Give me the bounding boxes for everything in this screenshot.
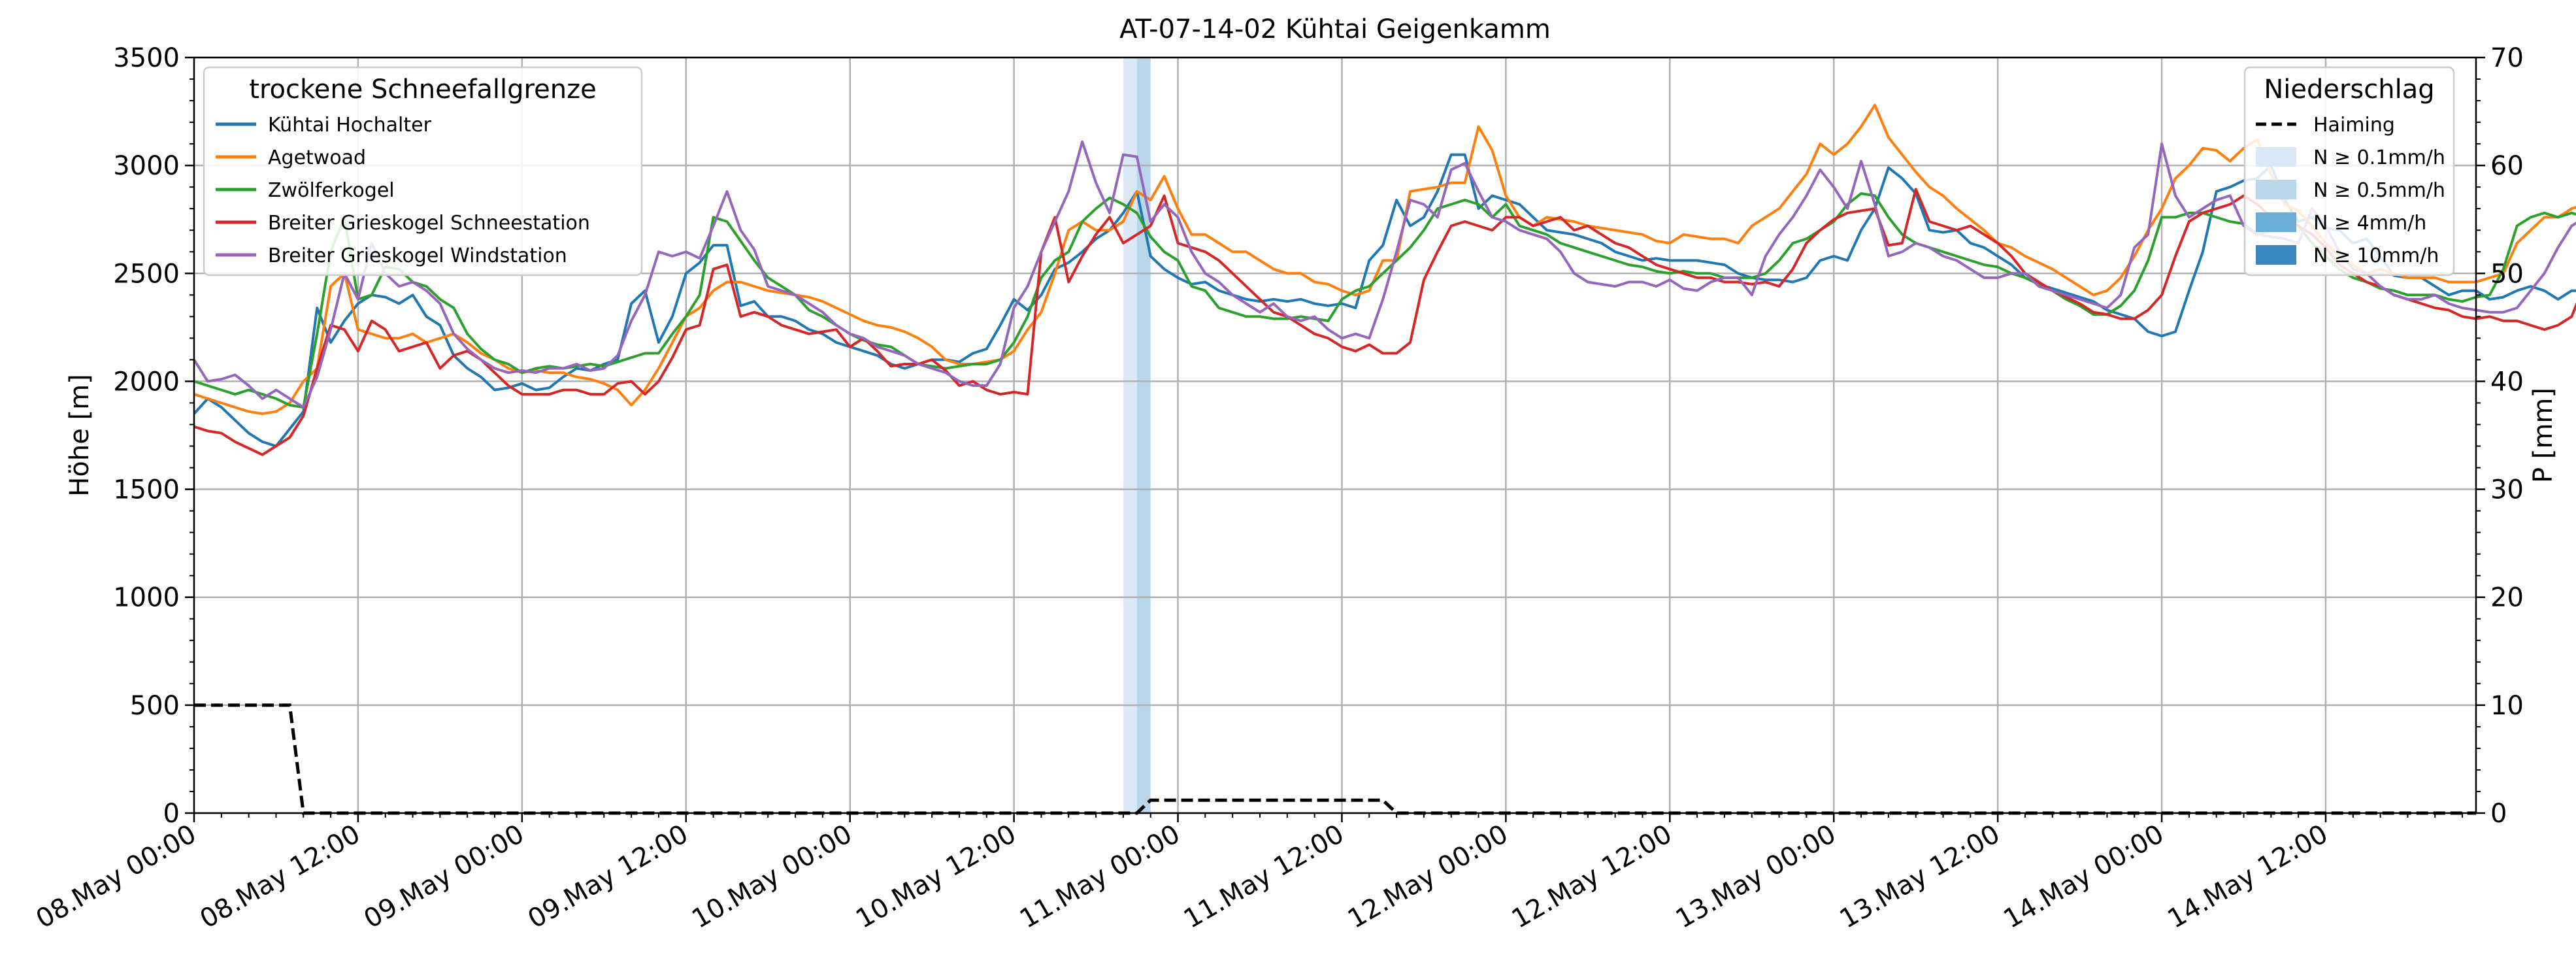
y-right-tick-label: 30 (2490, 475, 2524, 505)
legend-label: Breiter Grieskogel Windstation (268, 244, 567, 267)
y-right-tick-label: 20 (2490, 583, 2524, 613)
legend-right-title: Niederschlag (2264, 75, 2434, 105)
precip-band (1123, 58, 1137, 813)
y-right-tick-label: 10 (2490, 691, 2524, 721)
precipitation-line (194, 703, 2476, 815)
y-right-tick-label: 60 (2490, 151, 2524, 181)
precip-line (194, 703, 2476, 815)
legend-label: Kühtai Hochalter (268, 114, 432, 137)
legend-label: Agetwoad (268, 146, 366, 169)
y-tick-label: 1500 (113, 475, 180, 505)
legend-right: Niederschlag Haiming N ≥ 0.1mm/h N ≥ 0.5mm… (2243, 66, 2455, 276)
y-tick-label: 3500 (113, 43, 180, 73)
y-tick-label: 3000 (113, 151, 180, 181)
legend-swatch (2256, 180, 2296, 199)
y-axis-left-title: Höhe [m] (65, 374, 95, 496)
legend-label: N ≥ 0.1mm/h (2313, 146, 2445, 169)
y-tick-label: 2000 (113, 367, 180, 397)
legend-swatch (2256, 147, 2296, 167)
precipitation-shading (1123, 58, 1151, 813)
y-tick-label: 500 (130, 691, 180, 721)
legend-left: trockene Schneefallgrenze Kühtai Hochalt… (203, 66, 643, 276)
y-tick-label: 0 (163, 799, 180, 829)
plot-frame (193, 56, 2477, 814)
precip-band (1136, 58, 1151, 813)
y-right-tick-label: 40 (2490, 367, 2524, 397)
y-tick-label: 1000 (113, 583, 180, 613)
legend-label: Zwölferkogel (268, 179, 395, 202)
legend-label: N ≥ 4mm/h (2313, 212, 2426, 235)
y-right-tick-label: 0 (2490, 799, 2507, 829)
y-axis-right: 0 10 20 30 40 50 60 70 (2476, 43, 2524, 829)
y-tick-label: 2500 (113, 259, 180, 289)
legend-label: N ≥ 0.5mm/h (2313, 179, 2445, 202)
y-axis-left: 0 500 1000 1500 2000 2500 3000 3500 (113, 43, 194, 829)
y-right-tick-label: 50 (2490, 259, 2524, 289)
legend-label: Haiming (2313, 114, 2395, 137)
legend-right-box (2243, 66, 2455, 276)
chart-title: AT-07-14-02 Kühtai Geigenkamm (1119, 14, 1551, 44)
legend-left-title: trockene Schneefallgrenze (249, 75, 596, 105)
legend-label: N ≥ 10mm/h (2313, 244, 2439, 267)
y-axis-right-title: P [mm] (2528, 388, 2558, 483)
y-right-tick-label: 70 (2490, 43, 2524, 73)
legend-label: Breiter Grieskogel Schneestation (268, 212, 590, 235)
legend-swatch (2256, 212, 2296, 232)
legend-swatch (2256, 245, 2296, 265)
legend-left-box (203, 66, 643, 276)
